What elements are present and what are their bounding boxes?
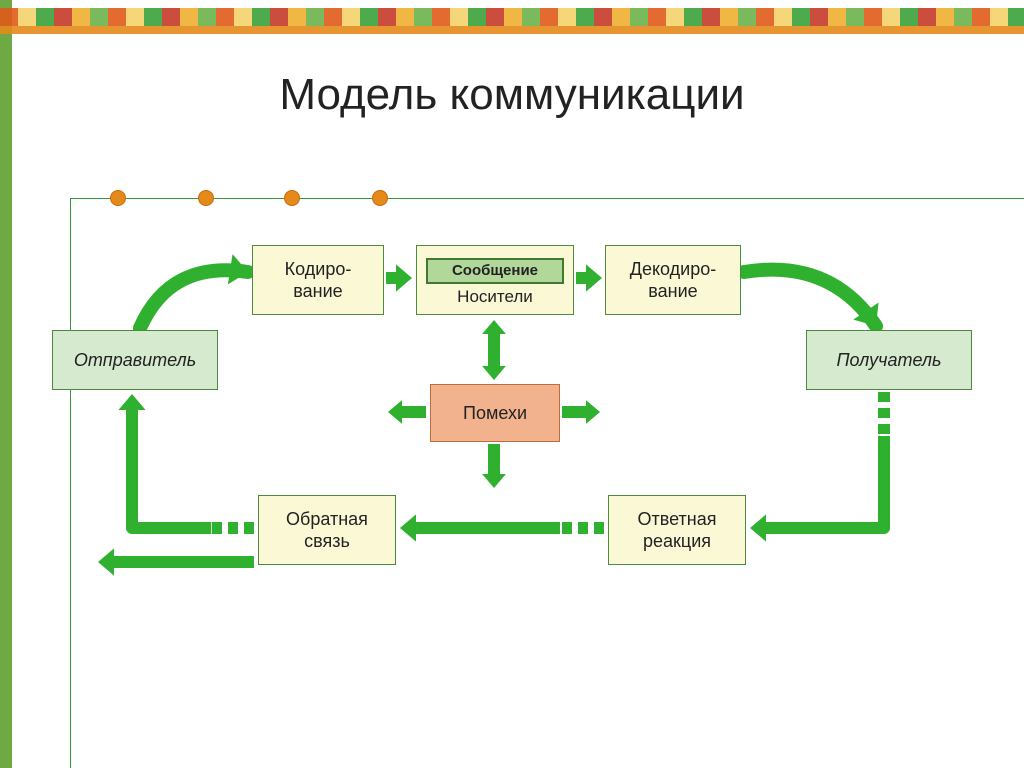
arrow-sender-to-encode xyxy=(140,254,248,328)
bullet-dot-1 xyxy=(110,190,126,206)
node-receiver-label: Получатель xyxy=(837,349,942,372)
node-decode: Декодиро- вание xyxy=(605,245,741,315)
slide-stage: Модель коммуникации Отправитель Кодиро- в… xyxy=(0,0,1024,768)
node-receiver: Получатель xyxy=(806,330,972,390)
node-sender: Отправитель xyxy=(52,330,218,390)
node-sender-label: Отправитель xyxy=(74,349,196,372)
bullet-dot-4 xyxy=(372,190,388,206)
node-noise: Помехи xyxy=(430,384,560,442)
arrow-encode-to-message xyxy=(386,264,412,291)
node-message-sublabel: Носители xyxy=(457,286,533,307)
node-feedback: Обратная связь xyxy=(258,495,396,565)
arrow-noise-up xyxy=(482,320,506,380)
node-noise-label: Помехи xyxy=(463,402,527,425)
arrow-noise-right xyxy=(562,400,600,424)
node-response: Ответная реакция xyxy=(608,495,746,565)
node-encode: Кодиро- вание xyxy=(252,245,384,315)
node-encode-label: Кодиро- вание xyxy=(285,258,352,303)
arrow-decode-to-receiver xyxy=(744,270,879,326)
arrow-feedback-to-sender xyxy=(118,394,254,534)
arrow-noise-left xyxy=(388,400,426,424)
arrow-message-to-decode xyxy=(576,264,602,291)
node-message-inner: Сообщение xyxy=(426,258,564,284)
node-message-inner-label: Сообщение xyxy=(452,262,538,281)
arrow-response-to-feedback xyxy=(400,514,604,541)
arrow-feedback-to-left-offpage xyxy=(98,548,254,575)
arrow-noise-down xyxy=(482,444,506,488)
arrow-receiver-to-response xyxy=(750,392,890,542)
slide-title: Модель коммуникации xyxy=(0,70,1024,120)
node-feedback-label: Обратная связь xyxy=(286,508,368,553)
node-message: Сообщение Носители xyxy=(416,245,574,315)
decorative-top-strip xyxy=(0,8,1024,26)
node-response-label: Ответная реакция xyxy=(638,508,717,553)
bullet-dot-2 xyxy=(198,190,214,206)
bullet-dot-3 xyxy=(284,190,300,206)
divider-vertical xyxy=(70,198,71,768)
node-decode-label: Декодиро- вание xyxy=(630,258,716,303)
